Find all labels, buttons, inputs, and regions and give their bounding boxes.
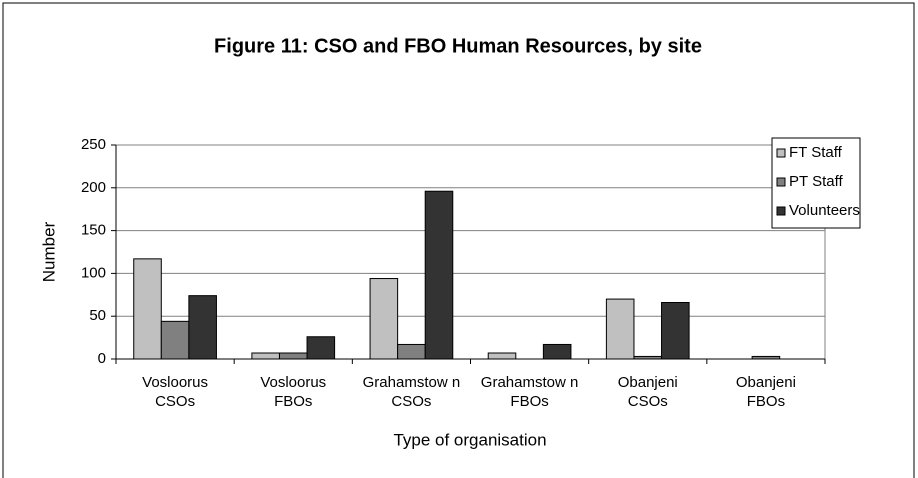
bar: [424, 190, 454, 360]
y-tick-label: 150: [81, 222, 106, 239]
plot-area: [115, 144, 826, 360]
y-tick-label: 50: [89, 307, 106, 324]
bar: [251, 352, 280, 360]
bar: [605, 298, 635, 360]
x-axis-title: Type of organisation: [393, 430, 546, 449]
bar: [661, 302, 690, 360]
x-tick-label: Vosloorus FBOs: [260, 374, 326, 410]
legend-label: Volunteers: [789, 202, 860, 219]
x-tick-label: Grahamstow n CSOs: [363, 374, 461, 410]
bar: [306, 336, 336, 360]
legend-label: FT Staff: [789, 144, 843, 161]
bar: [633, 355, 663, 360]
bar: [188, 295, 217, 360]
bar: [542, 343, 572, 360]
legend-swatch: [776, 148, 786, 158]
bar: [397, 343, 426, 360]
y-tick-label: 100: [81, 264, 106, 281]
legend-swatch: [776, 177, 786, 187]
chart-title: Figure 11: CSO and FBO Human Resources, …: [214, 35, 702, 57]
legend-box: [771, 137, 861, 229]
x-tick-label: Obanjeni CSOs: [618, 374, 678, 410]
x-tick-label: Obanjeni FBOs: [736, 374, 796, 410]
legend-swatch: [776, 206, 786, 216]
y-tick-label: 250: [81, 136, 106, 153]
bar: [133, 258, 162, 360]
bar: [487, 352, 517, 360]
bar: [160, 320, 190, 360]
x-tick-label: Vosloorus CSOs: [142, 374, 208, 410]
bar: [369, 278, 399, 360]
bar: [278, 352, 308, 360]
y-tick-label: 200: [81, 179, 106, 196]
y-tick-label: 0: [98, 350, 106, 367]
x-tick-label: Grahamstow n FBOs: [481, 374, 579, 410]
y-axis-title: Number: [39, 221, 58, 282]
bar: [751, 355, 781, 360]
legend-label: PT Staff: [789, 173, 843, 190]
